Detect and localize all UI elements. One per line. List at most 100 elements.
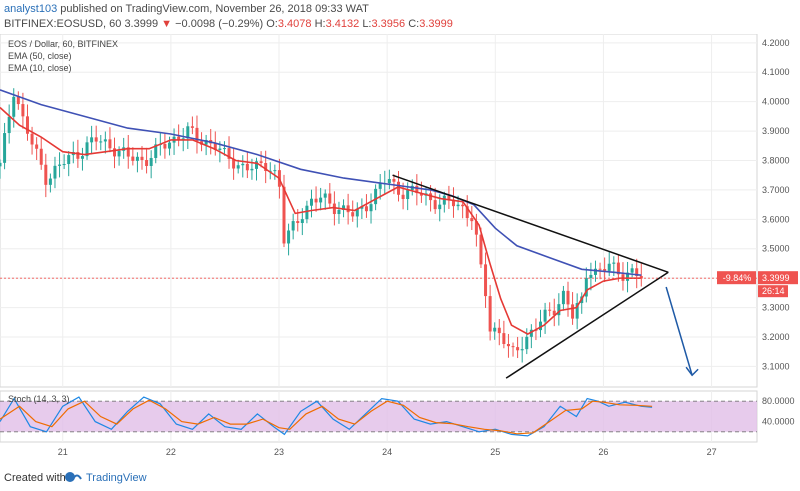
candle-body [364, 206, 368, 212]
ema50-line [0, 89, 642, 276]
candle-body [593, 268, 597, 275]
open-label: O: [266, 18, 278, 30]
candle-body [584, 277, 588, 297]
candle-body [62, 164, 66, 166]
stoch-tick-label: 40.0000 [762, 417, 795, 427]
high-label: H: [314, 18, 326, 30]
candle-body [186, 126, 190, 139]
candle-body [516, 347, 520, 351]
arrow-head-icon [685, 366, 699, 377]
candle-body [589, 274, 593, 278]
candle-body [419, 193, 423, 196]
candle-body [245, 163, 249, 171]
candle-body [429, 193, 433, 201]
candle-body [369, 204, 373, 212]
x-tick-label: 24 [382, 447, 392, 457]
candle-body [291, 221, 295, 231]
candle-body [236, 165, 240, 169]
candle-body [378, 183, 382, 189]
chart-area[interactable]: 21 22 23 24 25 26 27 4.2000 4.1000 4.0000 3.9000 3.… [0, 34, 800, 466]
footer: Created with TradingView [0, 466, 800, 491]
candle-body [140, 156, 144, 161]
author-link[interactable]: analyst103 [4, 3, 58, 15]
candle-body [616, 262, 620, 275]
y-tick-label: 3.8000 [762, 155, 790, 165]
candle-body [328, 193, 332, 204]
candle-body [135, 156, 139, 161]
candle-body [456, 204, 460, 207]
candle-body [167, 142, 171, 149]
candle-body [222, 148, 226, 150]
pct-badge [717, 271, 756, 285]
high-value: 3.4132 [325, 18, 360, 30]
candle-body [543, 309, 547, 322]
candle-body [502, 333, 506, 345]
candle-body [190, 126, 194, 128]
candle-body [126, 147, 130, 157]
x-tick-label: 25 [490, 447, 500, 457]
candle-body [25, 116, 29, 134]
y-tick-label: 3.7000 [762, 185, 790, 195]
candle-body [58, 164, 62, 166]
candle-body [264, 163, 268, 172]
candle-body [131, 156, 135, 161]
candle-body [35, 144, 39, 149]
candle-body [525, 336, 529, 350]
candle-body [374, 188, 378, 205]
price-change: −0.0098 (−0.29%) [175, 18, 264, 30]
candle-body [99, 141, 103, 143]
candle-body [406, 190, 410, 200]
candle-body [218, 148, 222, 150]
candle-body [539, 321, 543, 331]
close-label: C: [408, 18, 420, 30]
candle-body [67, 155, 71, 165]
candle-body [461, 204, 465, 207]
y-tick-label: 4.0000 [762, 97, 790, 107]
price-label: 3.3999 [762, 273, 790, 283]
candle-body [94, 137, 98, 142]
candle-body [103, 139, 107, 142]
candle-body [351, 212, 355, 217]
y-tick-label: 3.2000 [762, 332, 790, 342]
y-tick-label: 3.6000 [762, 214, 790, 224]
pct-label: -9.84% [723, 273, 752, 283]
candle-body [442, 195, 446, 205]
candle-body [479, 234, 483, 265]
candle-body [506, 344, 510, 347]
candle-body [612, 262, 616, 264]
candle-body [332, 203, 336, 215]
low-value: 3.3956 [371, 18, 406, 30]
candle-body [319, 197, 323, 203]
chart-title: EOS / Dollar, 60, BITFINEX [8, 39, 118, 49]
candle-body [39, 148, 43, 165]
created-with-label: Created with [4, 472, 66, 484]
trendline-lower [505, 271, 669, 379]
legend-entry: EMA (50, close) [8, 51, 72, 61]
candle-body [213, 143, 217, 150]
candle-body [296, 221, 300, 224]
tradingview-brand[interactable]: TradingView [86, 472, 147, 484]
candle-body [273, 170, 277, 172]
symbol-ohlc: BITFINEX:EOSUSD, 60 3.3999 ▼ −0.0098 (−0… [4, 18, 453, 30]
candle-body [635, 268, 639, 277]
y-tick-label: 3.9000 [762, 126, 790, 136]
candle-body [323, 193, 327, 198]
candle-body [355, 208, 359, 217]
candle-body [433, 200, 437, 210]
candle-body [21, 104, 25, 117]
candle-body [346, 205, 350, 213]
trendline-upper [392, 174, 669, 273]
candle-body [470, 218, 474, 222]
candle-body [300, 219, 304, 224]
y-tick-label: 3.3000 [762, 303, 790, 313]
candle-body [204, 139, 208, 145]
price-badge [758, 271, 798, 285]
candle-body [520, 349, 524, 351]
candle-body [113, 148, 117, 157]
candle-body [337, 209, 341, 215]
candle-body [488, 296, 492, 332]
published-text: published on TradingView.com, November 2… [60, 3, 369, 15]
symbol: BITFINEX:EOSUSD, 60 [4, 18, 122, 30]
candle-body [85, 142, 89, 157]
x-tick-label: 26 [598, 447, 608, 457]
